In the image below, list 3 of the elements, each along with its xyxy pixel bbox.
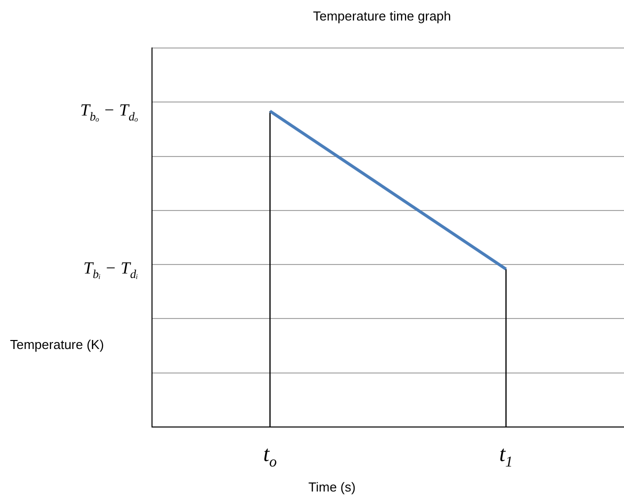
chart-title: Temperature time graph [312,8,452,24]
x-axis-title: Time (s) [308,480,356,495]
y-axis-title: Temperature (K) [10,337,104,352]
